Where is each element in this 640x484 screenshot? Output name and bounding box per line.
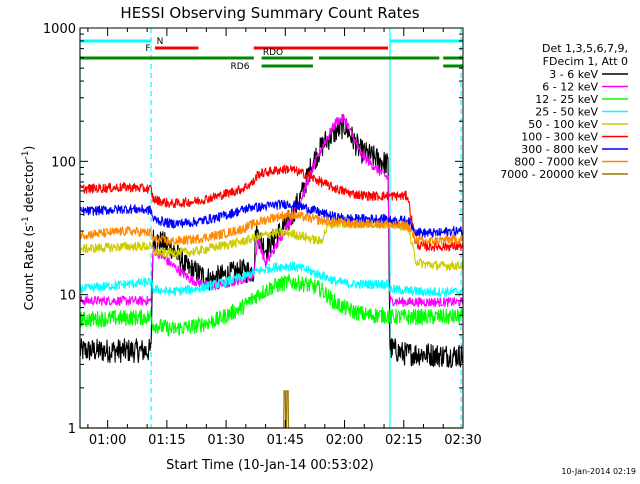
flag-label-rd6: RD6 <box>231 62 250 72</box>
flag-label-rdo: RDO <box>263 48 283 58</box>
series-line-3 <box>79 261 464 298</box>
x-tick-label-6: 02:30 <box>444 433 481 448</box>
y-label-sup1: -1 <box>21 216 31 225</box>
chart-title: HESSI Observing Summary Count Rates <box>120 4 419 22</box>
series-line-7 <box>79 209 464 246</box>
y-tick-label-0: 1 <box>68 422 76 437</box>
y-label-part3: ) <box>21 146 36 151</box>
legend-label-7: 800 - 7000 keV <box>514 156 598 169</box>
y-axis-label: Count Rate (s-1 detector-1) <box>21 146 36 311</box>
x-tick-label-1: 01:15 <box>148 433 185 448</box>
legend-label-4: 50 - 100 keV <box>528 118 598 131</box>
x-tick-label-2: 01:30 <box>207 433 244 448</box>
legend-header-0: Det 1,3,5,6,7,9, <box>542 42 628 55</box>
legend: Det 1,3,5,6,7,9,FDecim 1, Att 03 - 6 keV… <box>500 42 628 181</box>
x-tick-label-3: 01:45 <box>267 433 304 448</box>
y-tick-label-2: 100 <box>51 155 76 170</box>
y-label-part2: detector <box>21 159 36 217</box>
series-line-6 <box>79 199 463 238</box>
legend-label-5: 100 - 300 keV <box>521 131 598 144</box>
y-tick-label-3: 1000 <box>43 22 76 37</box>
legend-label-3: 25 - 50 keV <box>535 106 598 119</box>
y-label-part1: Count Rate (s <box>21 225 36 310</box>
x-tick-label-4: 02:00 <box>326 433 363 448</box>
footer-date: 10-Jan-2014 02:19 <box>561 467 636 476</box>
legend-header-1: FDecim 1, Att 0 <box>543 55 628 68</box>
plot-frame <box>79 27 464 429</box>
legend-label-2: 12 - 25 keV <box>535 93 598 106</box>
series-line-2 <box>79 273 464 337</box>
x-tick-label-5: 02:15 <box>385 433 422 448</box>
series-line-1 <box>79 114 464 308</box>
legend-label-0: 3 - 6 keV <box>549 68 598 81</box>
y-tick-label-1: 10 <box>59 289 76 304</box>
x-tick-label-0: 01:00 <box>89 433 126 448</box>
legend-label-6: 300 - 800 keV <box>521 143 598 156</box>
series-line-5 <box>79 164 464 252</box>
legend-label-8: 7000 - 20000 keV <box>500 168 598 181</box>
x-axis-label: Start Time (10-Jan-14 00:53:02) <box>166 458 374 473</box>
series-line-0 <box>79 114 464 368</box>
flag-label-f: F <box>145 44 150 54</box>
y-label-sup2: -1 <box>21 151 31 160</box>
axes-group <box>79 27 464 429</box>
legend-label-1: 6 - 12 keV <box>542 81 598 94</box>
flag-label-n: N <box>157 37 164 47</box>
tick-labels: 01:00 01:15 01:30 01:45 02:00 02:15 02:30 1 10 10… <box>43 22 482 448</box>
series-group <box>79 114 464 429</box>
